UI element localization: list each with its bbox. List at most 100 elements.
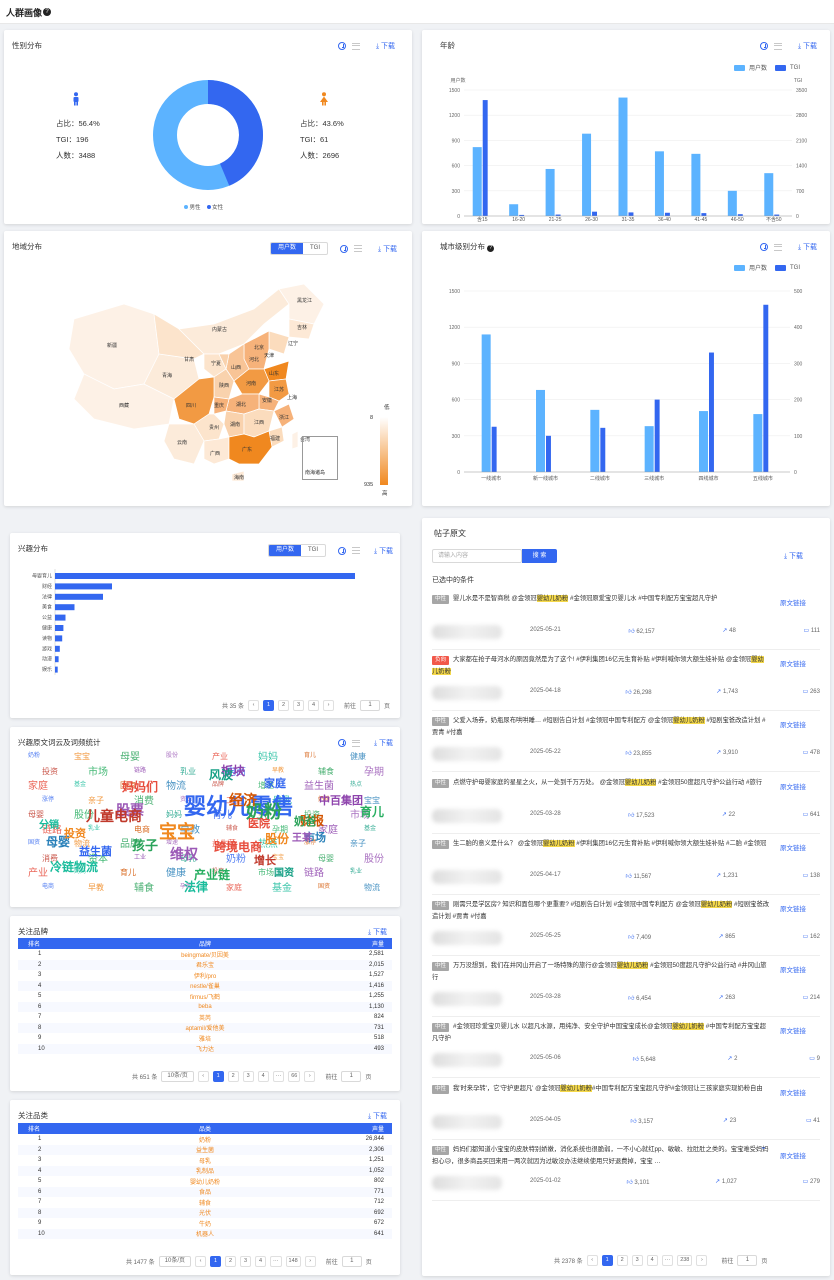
comments-count[interactable]: ▭ 41 [805, 1117, 820, 1124]
cloud-word[interactable]: 婴幼儿零售 [184, 794, 295, 819]
cloud-word-small[interactable]: 育儿 [120, 868, 136, 877]
tab-users[interactable]: 用户数 [271, 243, 304, 254]
likes-count[interactable]: 👍︎ 11,567 [625, 873, 652, 880]
cloud-word[interactable]: 增长 [254, 855, 276, 867]
interest-bar[interactable] [55, 645, 60, 652]
page-button[interactable]: 4 [646, 1255, 658, 1266]
bar-tgi[interactable] [737, 214, 743, 216]
cloud-word-small[interactable]: 增速 [166, 840, 179, 846]
cloud-word[interactable]: 母婴 [46, 835, 71, 849]
cloud-word[interactable]: 中百集团 [319, 795, 363, 807]
page-size-select[interactable]: 10条/页 [161, 1071, 194, 1082]
bar-users[interactable] [764, 173, 774, 216]
shares-count[interactable]: ↗ 1,743 [716, 689, 738, 696]
download-button[interactable]: ⤓ 下载 [376, 43, 396, 50]
cloud-word[interactable]: 育儿 [360, 805, 385, 819]
bar-tgi[interactable] [654, 399, 660, 472]
next-page-button[interactable]: › [304, 1071, 316, 1082]
bar-tgi[interactable] [664, 212, 670, 216]
table-row[interactable]: 6 食品 771 [18, 1186, 392, 1197]
next-page-button[interactable]: › [304, 1256, 316, 1267]
list-icon[interactable] [354, 245, 363, 252]
cloud-word-small[interactable]: 宝宝 [364, 795, 380, 805]
cloud-word-small[interactable]: 股份 [74, 810, 94, 821]
bar-users[interactable] [472, 147, 482, 216]
table-row[interactable]: 4 乳制品 1,052 [18, 1165, 392, 1176]
likes-count[interactable]: 👍︎ 62,157 [628, 629, 655, 635]
download-button[interactable]: ⤓ 下载 [784, 553, 804, 560]
cloud-word-small[interactable]: 奶粉 [318, 796, 331, 803]
name-cell[interactable]: 食品 [198, 1190, 211, 1197]
cloud-word-small[interactable]: 辅食 [318, 766, 334, 776]
shares-count[interactable]: ↗ 22 [721, 811, 736, 818]
cloud-word-small[interactable]: 奶粉 [28, 753, 41, 759]
name-cell[interactable]: 英芮 [198, 1015, 211, 1022]
list-icon[interactable] [352, 739, 360, 747]
bar-users[interactable] [699, 411, 708, 472]
download-button[interactable]: ⤓ 下载 [374, 740, 394, 747]
name-cell[interactable]: 飞力达 [195, 1047, 214, 1054]
page-button[interactable]: 1 [263, 700, 275, 711]
download-button[interactable]: ⤓ 下载 [798, 43, 818, 50]
source-link[interactable]: 原文链接 [780, 722, 806, 730]
bar-users[interactable] [545, 168, 555, 216]
cloud-word[interactable]: 家庭 [264, 778, 286, 790]
source-link[interactable]: 原文链接 [780, 783, 806, 791]
page-button[interactable]: 4 [308, 700, 320, 711]
tab-tgi[interactable]: TGI [308, 547, 319, 553]
bar-tgi[interactable] [701, 213, 707, 216]
page-button[interactable]: 2 [225, 1256, 237, 1267]
prev-page-button[interactable]: ‹ [586, 1255, 598, 1266]
shares-count[interactable]: ↗ 3,910 [716, 750, 738, 757]
bar-users[interactable] [618, 97, 628, 216]
cloud-word[interactable]: 国资 [274, 868, 294, 879]
cloud-word-small[interactable]: 消费 [134, 795, 154, 807]
cloud-word-small[interactable]: 产业 [28, 868, 48, 879]
name-cell[interactable]: 雅培 [198, 1036, 211, 1043]
cloud-word[interactable]: 分销 [39, 820, 59, 831]
cloud-word-small[interactable]: 乳业 [88, 825, 101, 832]
download-button[interactable]: ⤓ 下载 [368, 1113, 388, 1120]
table-row[interactable]: 2 益生菌 2,306 [18, 1144, 392, 1155]
page-jump-input[interactable]: 1 [737, 1255, 758, 1266]
comments-count[interactable]: ▭ 111 [803, 628, 820, 634]
page-button[interactable]: 1 [212, 1071, 224, 1082]
cloud-word-small[interactable]: 品牌 [212, 782, 225, 788]
name-cell[interactable]: 牛奶 [198, 1221, 211, 1228]
download-button[interactable]: ⤓ 下载 [798, 244, 818, 251]
likes-count[interactable]: 👍︎ 3,101 [626, 1179, 650, 1186]
search-input[interactable]: 请输入内容 [432, 549, 522, 563]
comments-count[interactable]: ▭ 263 [802, 689, 820, 696]
cloud-word[interactable]: 奶粉 [246, 802, 282, 822]
cloud-word-small[interactable]: 亲子 [350, 839, 366, 848]
cloud-word-small[interactable]: 基金 [74, 782, 87, 788]
bar-tgi[interactable] [628, 212, 634, 216]
bar-tgi[interactable] [546, 435, 551, 472]
comments-count[interactable]: ▭ 9 [809, 1056, 820, 1063]
cloud-word[interactable]: 投资 [64, 828, 86, 840]
name-cell[interactable]: 益生菌 [195, 1148, 214, 1155]
cloud-word-small[interactable]: 链路 [134, 767, 147, 774]
name-cell[interactable]: 乳制品 [195, 1169, 214, 1176]
shares-count[interactable]: ↗ 1,231 [716, 872, 738, 879]
comments-count[interactable]: ▭ 279 [802, 1178, 820, 1185]
shares-count[interactable]: ↗ 1,027 [715, 1178, 737, 1185]
page-button[interactable]: 2 [227, 1071, 239, 1082]
cloud-word-small[interactable]: 投资 [212, 869, 225, 875]
cloud-word-small[interactable]: 妈妈 [74, 869, 87, 875]
clock-icon[interactable] [760, 42, 768, 50]
page-button[interactable]: 1 [210, 1256, 222, 1267]
cloud-word-small[interactable]: 市场 [350, 810, 370, 821]
cloud-word[interactable]: 股份 [265, 832, 290, 846]
cloud-word-small[interactable]: 市场 [88, 766, 108, 778]
next-page-button[interactable]: › [323, 700, 335, 711]
cloud-word-small[interactable]: 早教 [88, 882, 104, 892]
prev-page-button[interactable]: ‹ [248, 700, 260, 711]
table-row[interactable]: 2 君乐宝 2,015 [18, 959, 392, 970]
search-button[interactable]: 搜 索 [522, 549, 557, 563]
bar-users[interactable] [582, 133, 592, 216]
cloud-word-small[interactable]: 涨停 [304, 840, 317, 846]
clock-icon[interactable] [338, 42, 346, 50]
page-button[interactable]: 3 [242, 1071, 254, 1082]
cloud-word-small[interactable]: 热点 [350, 782, 363, 788]
